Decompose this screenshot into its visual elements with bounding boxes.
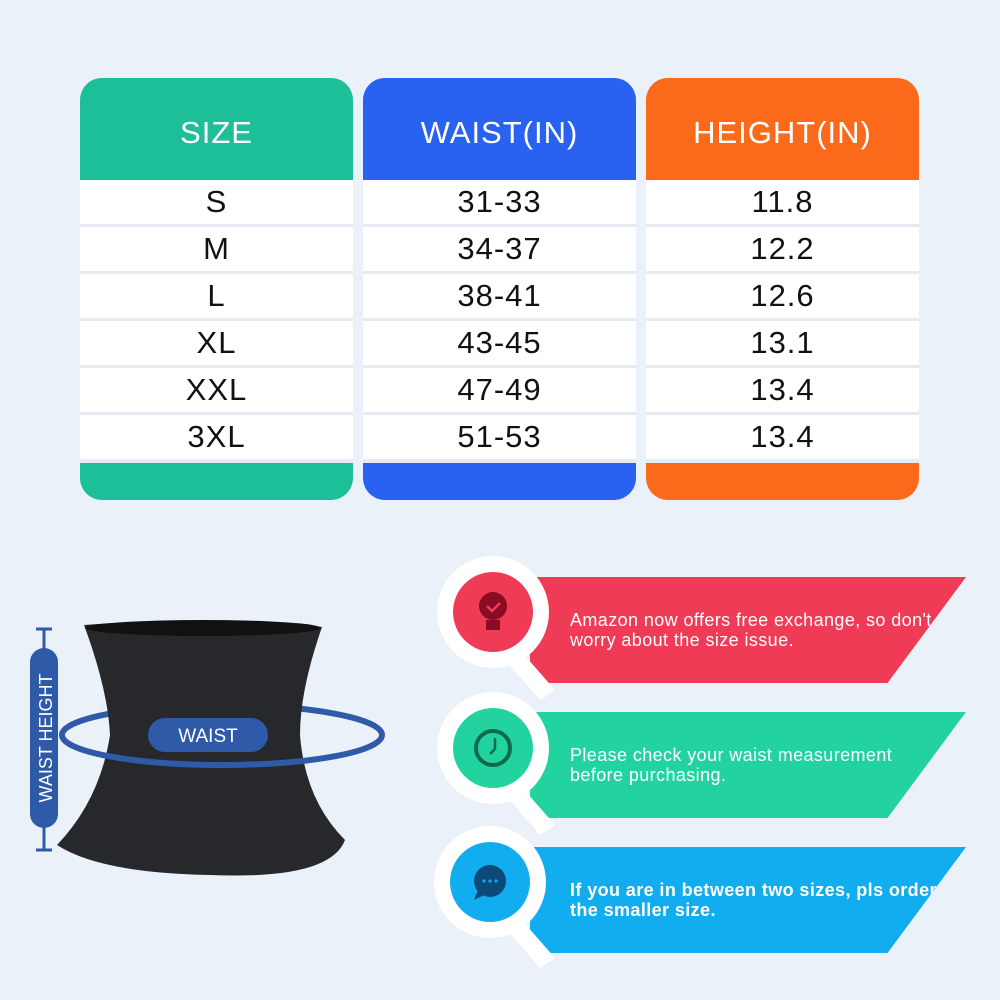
table-cell: 34-37 [363, 227, 636, 271]
table-cell: 13.4 [646, 368, 919, 412]
table-cell: XL [80, 321, 353, 365]
size-column: SIZE S M L XL XXL 3XL [80, 78, 353, 500]
tip-banner-size: If you are in between two sizes, pls ord… [530, 847, 966, 953]
table-cell: 51-53 [363, 415, 636, 459]
waist-height-label: WAIST HEIGHT [36, 673, 56, 802]
waist-label: WAIST [178, 726, 238, 747]
table-cell: 13.1 [646, 321, 919, 365]
tip-text: Please check your waist measurement befo… [570, 745, 893, 785]
waist-column: WAIST(IN) 31-33 34-37 38-41 43-45 47-49 … [363, 78, 636, 500]
table-cell: 43-45 [363, 321, 636, 365]
chat-bubble-icon [434, 826, 555, 968]
ring-front [59, 734, 385, 768]
table-cell: M [80, 227, 353, 271]
column-header: WAIST(IN) [420, 115, 579, 150]
table-cell: 47-49 [363, 368, 636, 412]
table-cell: XXL [80, 368, 353, 412]
table-cell: 13.4 [646, 415, 919, 459]
table-cell: 38-41 [363, 274, 636, 318]
table-cell: 12.6 [646, 274, 919, 318]
table-cell: 3XL [80, 415, 353, 459]
table-cell: S [80, 180, 353, 224]
tip-text: If you are in between two sizes, pls ord… [570, 880, 937, 920]
height-column: HEIGHT(IN) 11.8 12.2 12.6 13.1 13.4 13.4 [646, 78, 919, 500]
column-header: HEIGHT(IN) [693, 115, 872, 150]
table-cell: 11.8 [646, 180, 919, 224]
table-cell: 31-33 [363, 180, 636, 224]
tip-banner-exchange: Amazon now offers free exchange, so don'… [530, 577, 966, 683]
table-cell: 12.2 [646, 227, 919, 271]
column-header: SIZE [180, 115, 253, 150]
tip-banner-measure: Please check your waist measurement befo… [530, 712, 966, 818]
tip-text: Amazon now offers free exchange, so don'… [570, 610, 932, 650]
lightbulb-check-icon [437, 556, 555, 700]
clock-icon [437, 692, 555, 835]
table-cell: L [80, 274, 353, 318]
